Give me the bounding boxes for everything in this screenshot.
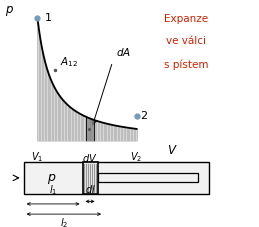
Text: $V_1$: $V_1$: [31, 150, 44, 164]
Text: p: p: [47, 171, 55, 184]
Text: 2: 2: [140, 111, 147, 121]
Text: $dV$: $dV$: [82, 152, 98, 164]
Text: $dA$: $dA$: [116, 46, 131, 58]
Text: $dl$: $dl$: [85, 183, 96, 195]
Text: p: p: [5, 3, 13, 17]
Bar: [24, 162, 208, 194]
Text: s pístem: s pístem: [164, 59, 209, 69]
Text: V: V: [167, 144, 175, 157]
Text: $V_2$: $V_2$: [131, 150, 143, 164]
Text: ve válci: ve válci: [167, 36, 206, 46]
Text: 1: 1: [45, 13, 52, 23]
Text: $l_2$: $l_2$: [60, 217, 68, 227]
Text: Expanze: Expanze: [164, 14, 208, 24]
Bar: [98, 173, 198, 182]
Bar: [83, 162, 98, 194]
Text: $A_{12}$: $A_{12}$: [60, 55, 78, 69]
Text: $l_1$: $l_1$: [49, 183, 57, 197]
